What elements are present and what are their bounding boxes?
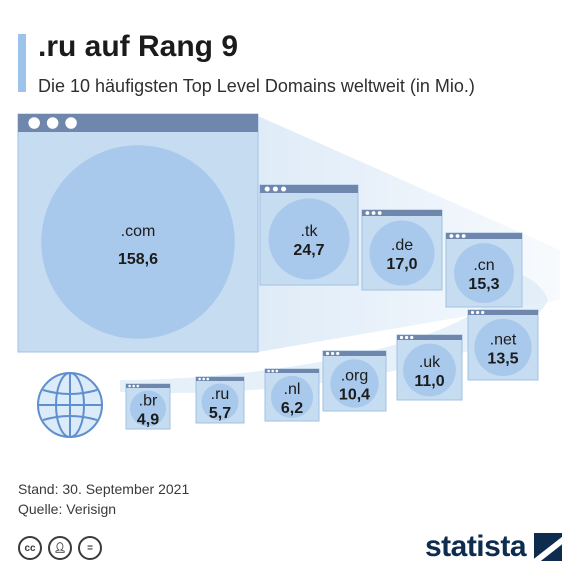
value-circle [454,243,514,303]
window-titlebar [323,351,386,356]
value-circle [129,390,167,427]
tld-label: .net [490,332,517,349]
tld-window-net: .net 13,5 [467,309,539,381]
chart-subtitle: Die 10 häufigsten Top Level Domains welt… [38,76,475,96]
value-circle [270,375,314,419]
globe-icon [37,372,103,438]
tld-label: .ru [211,386,230,403]
window-dot [46,117,59,129]
value-circle [330,359,379,408]
tld-value-label: 15,3 [468,276,499,293]
tld-value-label: 17,0 [386,256,417,273]
chart-title: .ru auf Rang 9 [38,30,239,63]
window-dot [455,234,460,238]
window-dot [136,384,140,388]
tld-value-label: 4,9 [137,412,159,429]
attribution-icon[interactable]: 👤︎ [48,536,72,560]
window-dot [470,310,475,315]
window-dot [481,310,485,315]
window-dot [331,351,335,356]
window-dot [325,351,330,356]
tld-label: .de [391,237,413,254]
window-dot [202,377,205,381]
window-dot [128,384,131,388]
value-circle [41,145,235,339]
window-titlebar [126,384,170,388]
window-titlebar [446,233,522,239]
value-circle [403,343,456,397]
window-dot [461,234,466,238]
tld-label: .org [341,368,369,385]
window-dot [271,369,274,373]
window-titlebar [260,185,358,193]
value-circle [369,220,435,286]
window-dot [377,211,382,215]
tld-window-uk: .uk 11,0 [396,334,463,401]
tld-value-label: 10,4 [339,387,370,404]
tld-label: .tk [301,223,319,240]
tld-label: .br [139,393,158,410]
tld-value-label: 24,7 [293,242,324,259]
window-dot [365,211,370,215]
source-name: Quelle: Verisign [18,501,117,517]
tld-window-br: .br 4,9 [125,383,171,430]
window-dot [206,377,210,381]
window-titlebar [468,310,538,315]
statista-logo[interactable]: statista [425,530,562,564]
statista-mark-icon [534,533,562,561]
tld-label: .com [121,223,156,240]
value-circle [268,198,350,280]
license-icons: cc 👤︎ = [18,536,102,560]
window-dot [281,186,287,192]
window-dot [405,335,409,340]
tld-value-label: 13,5 [487,351,518,368]
tld-label: .nl [284,381,301,398]
tld-label: .cn [473,257,494,274]
tld-value-label: 11,0 [414,373,444,390]
tld-window-org: .org 10,4 [322,350,387,412]
window-titlebar [265,369,319,373]
window-dot [272,186,278,192]
cc-license-icon[interactable]: cc [18,536,42,560]
title-accent-bar [18,34,26,92]
window-dot [399,335,404,340]
window-dot [410,335,414,340]
no-derivatives-icon[interactable]: = [78,536,102,560]
tld-window-ru: .ru 5,7 [195,376,245,424]
window-dot [132,384,135,388]
tld-value-label: 5,7 [209,405,231,422]
tld-label: .uk [419,354,441,371]
window-dot [476,310,480,315]
value-circle [201,383,239,421]
brand-name: statista [424,530,527,563]
tld-window-tk: .tk 24,7 [259,184,359,286]
window-titlebar [196,377,244,381]
window-dot [198,377,201,381]
window-dot [336,351,340,356]
window-titlebar [18,114,258,132]
source-date: Stand: 30. September 2021 [18,481,190,497]
tld-window-com: .com 158,6 [17,113,259,353]
tld-value-label: 6,2 [281,400,303,417]
window-dot [449,234,454,238]
window-dot [65,117,77,129]
tld-value-label: 158,6 [118,251,158,268]
window-dot [371,211,376,215]
window-dot [28,117,40,129]
window-dot [264,186,270,192]
tld-window-de: .de 17,0 [361,209,443,291]
tld-window-nl: .nl 6,2 [264,368,320,422]
window-dot [275,369,279,373]
window-titlebar [362,210,442,216]
window-titlebar [397,335,462,340]
window-dot [267,369,270,373]
value-circle [474,318,532,377]
tld-window-cn: .cn 15,3 [445,232,523,308]
